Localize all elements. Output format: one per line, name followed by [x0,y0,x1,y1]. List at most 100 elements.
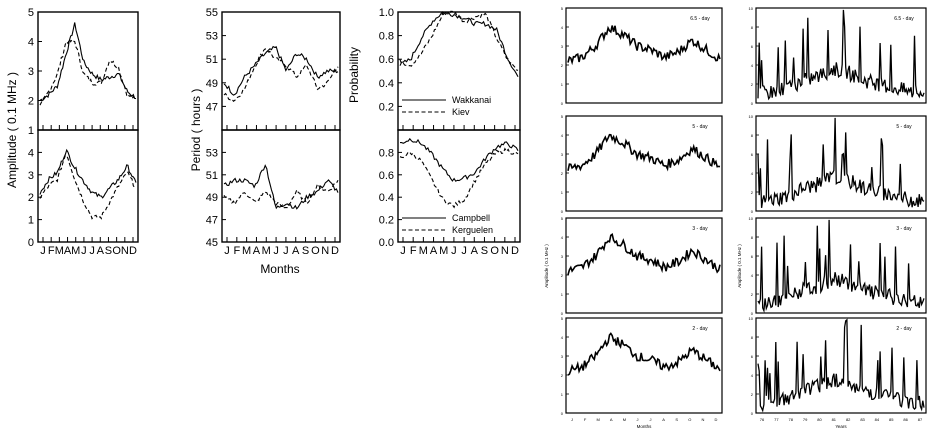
y-tick-label: 0.2 [379,215,394,227]
x-tick-label: J [571,417,573,422]
y-tick-label: 0.8 [379,31,394,43]
x-tick-label: N [321,245,329,257]
panel-frame [221,11,341,131]
y-tick-label: 1.0 [379,7,394,19]
x-tick-label: O [311,245,320,257]
y-tick-label: 47 [206,215,218,227]
y-axis-label: Probability [347,47,361,103]
series-line [39,154,137,220]
y-tick-label: 0.8 [379,147,394,159]
y-axis-label: Amplitude ( 0.1 MHz ) [544,244,549,288]
panel-frame [397,129,521,243]
small-panel-frame [755,217,927,314]
y-tick-label: 4 [561,25,564,30]
small-panel-frame [755,115,927,212]
series-line [399,147,519,209]
y-tick-label: 53 [206,31,218,43]
legend-label: Campbell [452,213,490,223]
x-tick-label: D [511,245,519,257]
y-tick-label: 8 [751,133,754,138]
y-axis-label: Amplitude ( 0.1 MHz ) [5,72,19,188]
x-tick-label: 80 [817,417,822,422]
y-tick-label: 3 [28,66,34,78]
x-tick-label: 77 [774,417,779,422]
panel-annotation: 2 - day [896,326,912,332]
x-axis-label: Months [260,262,299,276]
y-tick-label: 0.2 [379,101,394,113]
y-tick-label: 45 [206,237,218,249]
y-tick-label: 0 [751,411,754,416]
y-tick-label: 4 [28,147,34,159]
y-tick-label: 3 [561,354,564,359]
y-tick-label: 53 [206,147,218,159]
y-tick-label: 8 [751,25,754,30]
panel-frame [37,129,139,243]
x-tick-label: 82 [846,417,851,422]
y-tick-label: 4 [561,133,564,138]
y-tick-label: 3 [561,152,564,157]
panel-annotation: 2 - day [692,326,708,332]
y-tick-label: 6 [751,254,754,259]
x-tick-label: J [461,245,467,257]
series-line [399,11,519,78]
series-line [39,37,137,106]
x-tick-label: O [112,245,121,257]
x-tick-label: J [636,417,638,422]
x-tick-label: S [481,245,488,257]
y-tick-label: 2 [751,190,754,195]
series-line [223,45,339,96]
x-tick-label: A [253,245,261,257]
x-tick-label: N [701,417,704,422]
x-tick-label: D [715,417,718,422]
y-tick-label: 6 [751,354,754,359]
x-tick-label: J [283,245,289,257]
legend-label: Kerguelen [452,225,493,235]
x-tick-label: M [419,245,428,257]
y-tick-label: 1 [28,125,34,137]
x-tick-label: S [105,245,112,257]
series-line [757,117,925,208]
y-tick-label: 10 [749,316,754,321]
y-tick-label: 2 [561,171,564,176]
x-tick-label: 76 [760,417,765,422]
x-tick-label: J [400,245,406,257]
x-tick-label: F [233,245,240,257]
y-tick-label: 5 [561,216,564,221]
y-tick-label: 10 [749,216,754,221]
y-axis-label: Period ( hours ) [189,89,203,172]
y-tick-label: 1 [561,190,564,195]
panel-frame [221,129,341,243]
y-tick-label: 4 [561,335,564,340]
legend-label: Kiev [452,107,470,117]
small-panel-frame [565,217,723,314]
y-tick-label: 1 [561,82,564,87]
y-tick-label: 0 [561,101,564,106]
y-tick-label: 0 [28,237,34,249]
panel-annotation: 5 - day [692,124,708,130]
y-tick-label: 4 [751,63,754,68]
y-tick-label: 1 [561,392,564,397]
x-axis-label: Months [637,424,653,429]
series-line [223,164,339,210]
x-tick-label: J [224,245,230,257]
y-tick-label: 0.4 [379,192,394,204]
panel-annotation: 3 - day [896,226,912,232]
y-tick-label: 49 [206,78,218,90]
x-tick-label: 86 [903,417,908,422]
x-tick-label: J [40,245,46,257]
x-tick-label: N [501,245,509,257]
x-tick-label: J [89,245,95,257]
x-tick-label: 81 [832,417,837,422]
y-tick-label: 8 [751,235,754,240]
series-line [567,133,721,172]
x-tick-label: A [292,245,300,257]
y-tick-label: 2 [751,292,754,297]
x-tick-label: J [273,245,279,257]
y-tick-label: 8 [751,335,754,340]
x-tick-label: D [331,245,339,257]
x-tick-label: F [48,245,55,257]
y-tick-label: 47 [206,101,218,113]
y-tick-label: 2 [28,192,34,204]
small-panel-frame [755,7,927,104]
y-tick-label: 1 [28,215,34,227]
